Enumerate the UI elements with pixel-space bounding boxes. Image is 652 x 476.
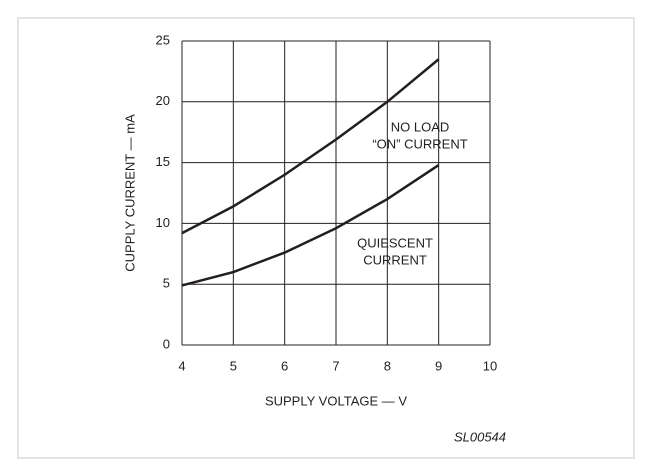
y-tick-label: 0 [163,336,170,351]
annotation: “ON” CURRENT [372,136,467,151]
y-tick-label: 10 [156,215,170,230]
x-tick-label: 8 [384,358,391,373]
x-tick-label: 6 [281,358,288,373]
line [181,163,440,287]
x-axis-label: SUPPLY VOLTAGE — V [265,393,407,408]
annotation: NO LOAD [391,119,450,134]
x-tick-label: 7 [332,358,339,373]
x-tick-label: 9 [435,358,442,373]
annotation: CURRENT [363,252,427,267]
y-axis-label: CUPPLY CURRENT — mA [122,114,137,272]
y-tick-label: 5 [163,276,170,291]
x-tick-label: 10 [483,358,497,373]
y-tick-label: 15 [156,154,170,169]
figure-id: SL00544 [454,429,506,444]
frame [17,17,635,459]
line [181,58,440,235]
y-tick-label: 25 [156,32,170,47]
x-tick-label: 5 [230,358,237,373]
x-tick-label: 4 [178,358,185,373]
y-tick-label: 20 [156,93,170,108]
annotation: QUIESCENT [357,235,433,250]
